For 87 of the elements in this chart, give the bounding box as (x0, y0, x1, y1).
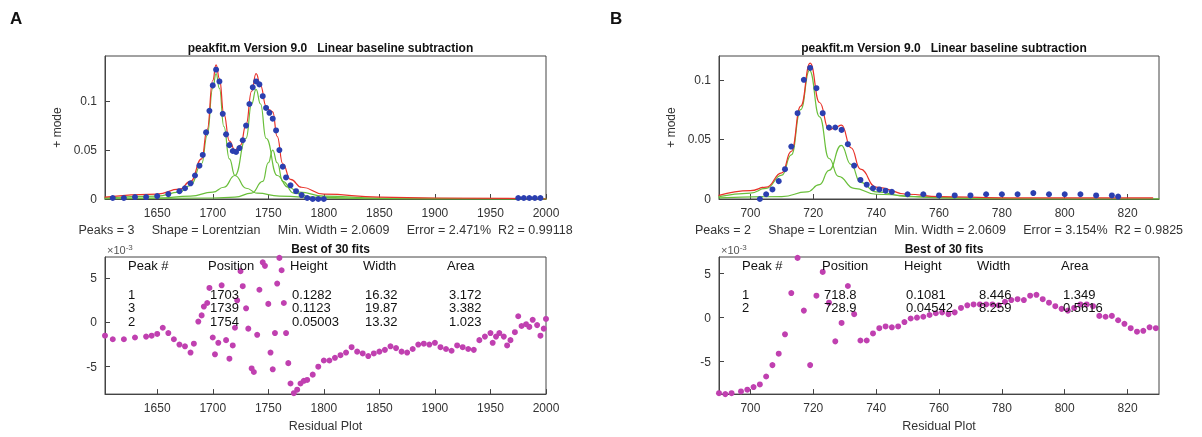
annotation: 3.172 (449, 286, 482, 302)
x-tick-label: 700 (740, 401, 761, 416)
x-tick-label: 780 (991, 401, 1013, 416)
annotation: 718.8 (824, 286, 857, 302)
annotation: Position (208, 258, 255, 273)
annotation: 1 (742, 286, 750, 302)
x-tick-label: 1900 (421, 206, 449, 220)
annotation: 8.446 (979, 286, 1012, 302)
x-tick-label: 1700 (199, 401, 227, 416)
annotation: 2 (128, 313, 136, 329)
x-axis-title: Residual Plot (902, 418, 977, 433)
x-tick-label: 1750 (254, 206, 282, 220)
chart-title: Best of 30 fits (291, 242, 371, 256)
annotation: 1703 (210, 286, 239, 302)
x-tick-label: 1950 (477, 401, 505, 416)
x-axis-title: Residual Plot (288, 418, 363, 433)
annotation: 3.382 (449, 300, 482, 315)
x-tick-label: 800 (1054, 401, 1076, 416)
x-tick-label: 740 (866, 206, 887, 220)
annotation: 3 (128, 300, 136, 315)
y-tick-label: 5 (90, 271, 98, 286)
x-tick-label: 1750 (254, 401, 282, 416)
chart-title: peakfit.m Version 9.0 Linear baseline subtraction (801, 41, 1087, 55)
annotation: Width (977, 258, 1011, 273)
y-tick-label: 5 (704, 266, 712, 281)
y-tick-label: 0.1 (694, 72, 712, 87)
x-tick-label: 2000 (532, 206, 560, 220)
annotation: Peak # (128, 258, 170, 273)
annotation: 2 (742, 300, 750, 315)
x-tick-label: 800 (1054, 206, 1076, 220)
annotation: Peak # (742, 258, 784, 273)
annotation: 16.32 (365, 286, 398, 302)
y-tick-label: 0 (704, 192, 712, 206)
text: B (610, 9, 623, 28)
annotation: Height (904, 258, 942, 273)
x-tick-label: 1650 (143, 206, 171, 220)
chart-title: Best of 30 fits (904, 242, 984, 256)
x-tick-label: 760 (928, 401, 950, 416)
x-tick-label: 720 (803, 401, 824, 416)
x-tick-label: 1900 (421, 401, 449, 416)
x-tick-label: 1950 (477, 206, 505, 220)
x-tick-label: 820 (1117, 206, 1138, 220)
annotation: 0.1123 (292, 300, 331, 315)
x-tick-label: 820 (1117, 401, 1138, 416)
y-axis-title: + mode (663, 106, 678, 148)
annotation: 0.05003 (292, 313, 339, 329)
x-tick-label: 740 (866, 401, 887, 416)
annotation: 0.04542 (906, 300, 953, 315)
x-tick-label: 780 (991, 206, 1013, 220)
annotation: 1.349 (1063, 286, 1096, 302)
x-tick-label: 1700 (199, 206, 227, 220)
annotation: 1739 (210, 300, 239, 315)
x-axis-title: Peaks = 3 Shape = Lorentzian Min. Width = 2.0609 Error = 2.471% R2 = 0.99118 (78, 223, 573, 238)
annotation: Position (822, 258, 869, 273)
y-tick-label: 0 (90, 192, 98, 206)
x-tick-label: 2000 (532, 401, 560, 416)
annotation: 0.1081 (906, 286, 946, 302)
x-tick-label: 1800 (310, 206, 338, 220)
x-tick-label: 760 (928, 206, 950, 220)
annotation: 1.023 (449, 313, 482, 329)
y-tick-label: 0.05 (687, 132, 712, 147)
annotation: Area (447, 258, 476, 273)
text: A (10, 9, 23, 28)
annotation: 728.9 (824, 300, 857, 315)
chart-title: peakfit.m Version 9.0 Linear baseline subtraction (187, 41, 474, 55)
x-tick-label: 700 (740, 206, 761, 220)
x-axis-title: Peaks = 2 Shape = Lorentzian Min. Width = 2.0609 Error = 3.154% R2 = 0.9825 (694, 223, 1184, 238)
x-tick-label: 1800 (310, 401, 338, 416)
x-tick-label: 1650 (143, 401, 171, 416)
annotation: 19.87 (365, 300, 398, 315)
x-tick-label: 1850 (366, 401, 394, 416)
annotation: Width (363, 258, 397, 273)
annotation: 1754 (210, 313, 239, 329)
y-tick-label: -5 (700, 354, 712, 369)
annotation: 13.32 (365, 313, 398, 329)
annotation: 0.1282 (292, 286, 332, 302)
y-axis-title: + mode (49, 106, 64, 148)
x-tick-label: 720 (803, 206, 824, 220)
y-tick-label: 0.05 (73, 143, 98, 158)
y-tick-label: 0 (90, 315, 98, 330)
y-tick-label: 0 (704, 310, 712, 325)
annotation: 1 (128, 286, 136, 302)
y-tick-label: -5 (86, 359, 98, 374)
annotation: Area (1061, 258, 1090, 273)
annotation: Height (290, 258, 328, 273)
x-tick-label: 1850 (366, 206, 394, 220)
y-tick-label: 0.1 (80, 94, 98, 109)
